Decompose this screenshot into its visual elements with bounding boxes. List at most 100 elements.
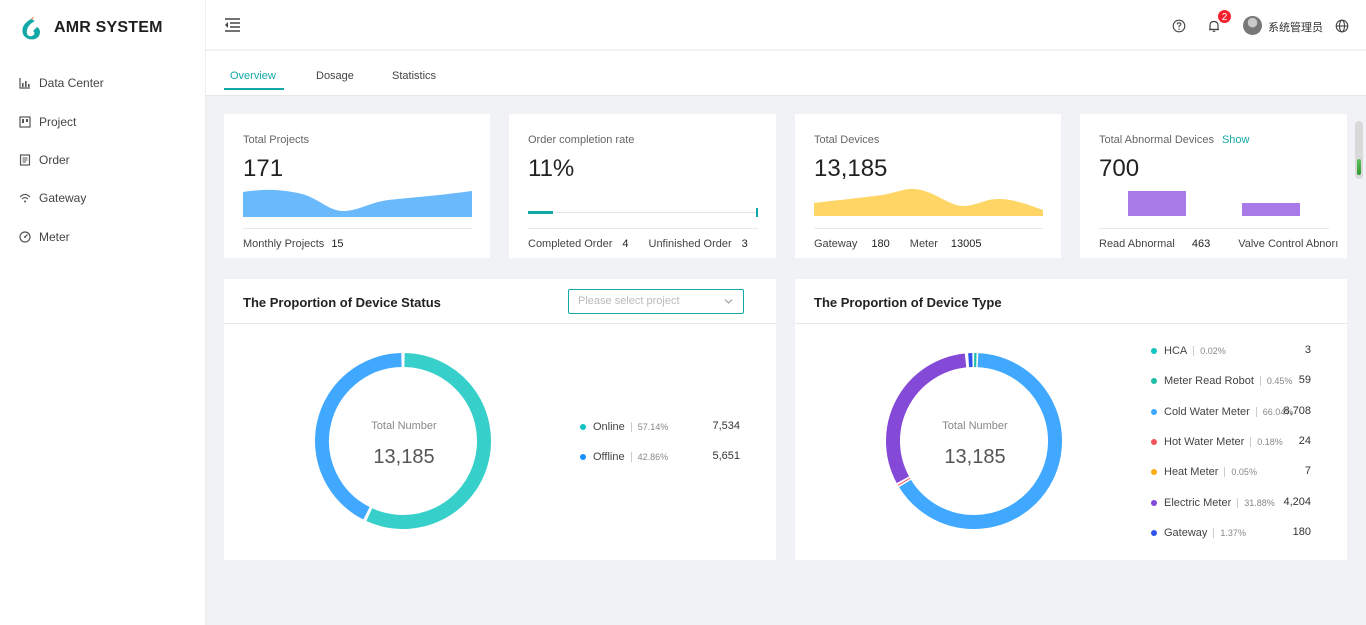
divider [243, 228, 472, 229]
legend-name: Electric Meter [1164, 497, 1232, 509]
legend-value: 7,534 [712, 420, 740, 432]
footer-label: Monthly Projects [243, 238, 325, 250]
separator [1193, 346, 1195, 356]
username[interactable]: 系统管理员 [1268, 22, 1323, 34]
footer-label: Valve Control Abnorı [1238, 238, 1339, 250]
legend-item[interactable]: Heat Meter 0.05% [1151, 464, 1257, 480]
globe-icon[interactable] [1335, 19, 1349, 33]
legend-dot [1151, 530, 1157, 536]
footer-value: 13005 [950, 238, 982, 250]
help-icon[interactable] [1172, 19, 1186, 33]
tab-dosage[interactable]: Dosage [316, 70, 354, 82]
legend-value: 59 [1298, 374, 1311, 386]
legend-name: Cold Water Meter [1164, 406, 1250, 418]
legend-pct: 0.18% [1257, 437, 1283, 447]
device-type-donut [886, 353, 1062, 529]
separator [630, 422, 632, 432]
scrollbar[interactable] [1355, 121, 1363, 179]
project-select[interactable]: Please select project [568, 289, 744, 314]
stat-value: 13,185 [814, 155, 888, 182]
stat-footer: Completed Order 4 Unfinished Order 3 [528, 238, 748, 250]
project-icon [19, 116, 31, 128]
legend-item[interactable]: Meter Read Robot 0.45% [1151, 373, 1292, 389]
separator [630, 452, 632, 462]
legend-name: Offline [593, 451, 625, 463]
sidebar-item-order[interactable]: Order [19, 150, 70, 170]
bar-chart-icon [19, 78, 30, 89]
footer-value: 3 [741, 238, 748, 250]
projects-area-chart [243, 189, 472, 217]
bell-icon[interactable] [1207, 19, 1221, 33]
scrollbar-thumb[interactable] [1357, 159, 1361, 175]
notification-badge: 2 [1217, 9, 1232, 24]
legend-pct: 0.05% [1231, 467, 1257, 477]
donut-slice [899, 353, 1062, 529]
donut-center-label: Total Number [371, 420, 437, 432]
divider [1099, 228, 1329, 229]
footer-label: Gateway [814, 238, 858, 250]
legend-pct: 1.37% [1220, 528, 1246, 538]
sidebar-item-label: Gateway [39, 191, 87, 205]
legend-dot [1151, 378, 1157, 384]
legend-item[interactable]: Cold Water Meter 66.04% [1151, 404, 1293, 420]
sidebar-item-label: Project [39, 115, 77, 129]
donut-center-label: Total Number [942, 420, 1008, 432]
separator [1255, 407, 1257, 417]
legend-dot [1151, 409, 1157, 415]
stat-title: Total Abnormal Devices Show [1099, 134, 1249, 146]
footer-label: Unfinished Order [648, 238, 732, 250]
device-status-donut [315, 353, 491, 529]
tab-bar: Overview Dosage Statistics [206, 51, 1366, 96]
legend-pct: 0.02% [1200, 346, 1226, 356]
device-status-panel: The Proportion of Device Status Please s… [224, 279, 776, 560]
tab-overview[interactable]: Overview [230, 70, 276, 82]
stat-card-total-devices: Total Devices 13,185 Gateway 180 Meter 1… [795, 114, 1061, 258]
divider [814, 228, 1043, 229]
legend-item[interactable]: Hot Water Meter 0.18% [1151, 434, 1283, 450]
progress-track [528, 212, 757, 213]
panel-title: The Proportion of Device Type [814, 295, 1002, 310]
sidebar-item-gateway[interactable]: Gateway [19, 188, 86, 208]
menu-fold-icon[interactable] [224, 17, 241, 33]
read-abnormal-bar [1128, 191, 1186, 216]
avatar[interactable] [1243, 16, 1262, 35]
legend-value: 8,708 [1283, 405, 1311, 417]
valve-abnormal-bar [1242, 203, 1300, 216]
sidebar-item-label: Order [39, 153, 70, 167]
sidebar-item-label: Data Center [39, 76, 104, 90]
donut-total: 13,185 [944, 446, 1006, 468]
legend-pct: 31.88% [1244, 498, 1275, 508]
stat-title-text: Total Abnormal Devices [1099, 134, 1214, 146]
legend-item[interactable]: Gateway 1.37% [1151, 525, 1246, 541]
stat-value: 700 [1099, 155, 1140, 182]
tab-statistics[interactable]: Statistics [392, 70, 437, 82]
legend-value: 4,204 [1283, 496, 1311, 508]
device-type-panel: The Proportion of Device Type Total Numb… [795, 279, 1347, 560]
legend-item-offline[interactable]: Offline 42.86% [580, 449, 668, 465]
sidebar-item-meter[interactable]: Meter [19, 227, 70, 247]
sidebar-item-label: Meter [39, 230, 70, 244]
donut-slice [366, 353, 491, 529]
legend-value: 3 [1304, 344, 1311, 356]
separator [1213, 528, 1215, 538]
divider [795, 323, 1347, 324]
legend-dot [1151, 439, 1157, 445]
gauge-icon [19, 231, 31, 243]
legend-name: Meter Read Robot [1164, 375, 1254, 387]
sidebar-item-data-center[interactable]: Data Center [19, 73, 104, 93]
sidebar-item-project[interactable]: Project [19, 112, 76, 132]
order-icon [19, 154, 31, 166]
show-link[interactable]: Show [1221, 134, 1250, 146]
app-logo[interactable]: AMR SYSTEM [20, 14, 163, 42]
legend-item-online[interactable]: Online 57.14% [580, 419, 668, 435]
footer-label: Meter [909, 238, 938, 250]
app-name: AMR SYSTEM [54, 19, 163, 36]
legend-dot [1151, 348, 1157, 354]
legend-item[interactable]: HCA 0.02% [1151, 343, 1226, 359]
stat-title: Total Devices [814, 134, 880, 146]
legend-dot [580, 454, 586, 460]
legend-item[interactable]: Electric Meter 31.88% [1151, 495, 1275, 511]
separator [1237, 498, 1239, 508]
footer-label: Read Abnormal [1099, 238, 1175, 250]
legend-pct: 66.04% [1262, 407, 1294, 417]
